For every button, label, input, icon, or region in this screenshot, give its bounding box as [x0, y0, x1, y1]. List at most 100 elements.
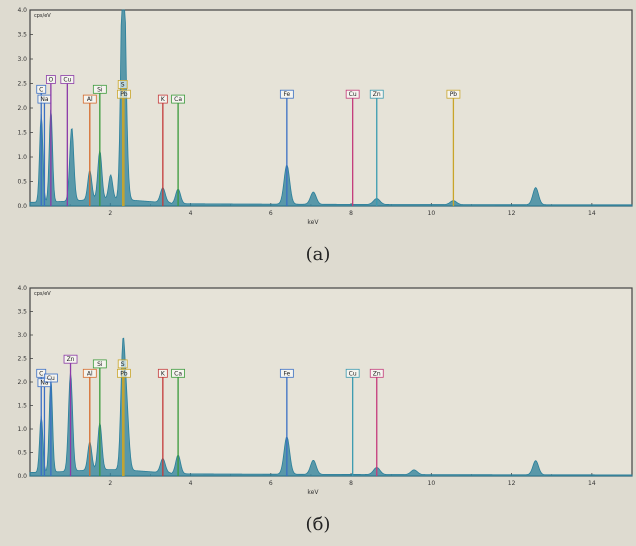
- chart-1-marker-label-group: Zn: [369, 368, 384, 378]
- chart-0-marker-label-box: [345, 89, 360, 99]
- spectrum-panel-a: cps/eV 0.0 0.5 1.0 1.5 2.0 2.5 3.0 3.5 4.0 2 4 6 8 10 1…: [0, 0, 636, 232]
- chart-1-marker-label: S: [121, 361, 125, 368]
- chart-0-y-tick-label: 2.5: [17, 81, 27, 88]
- chart-0-x-axis-label: keV: [307, 219, 319, 226]
- chart-1-marker-label: Zn: [67, 356, 75, 363]
- chart-1-plot-area: [29, 287, 633, 477]
- chart-1-marker-label-box: [157, 368, 168, 378]
- chart-0-marker-label-box: [60, 75, 75, 84]
- chart-0-marker-label-group: K: [157, 94, 168, 104]
- chart-1-marker-label-group: Zn: [63, 354, 78, 364]
- chart-0-y-tick-label: 0.0: [17, 203, 27, 210]
- chart-1-marker-label-box: [43, 373, 58, 383]
- chart-1-marker-label-group: C: [36, 368, 47, 378]
- chart-1-marker-label-box: [369, 368, 384, 378]
- chart-0-marker-label-group: Si: [92, 84, 107, 94]
- chart-0-marker-label-box: [446, 89, 461, 99]
- chart-0-marker-label-group: Pb: [117, 89, 131, 99]
- chart-1-y-tick-label: 2.5: [17, 356, 27, 363]
- chart-0-marker-label: Zn: [373, 91, 381, 98]
- chart-0-y-tick-label: 3.0: [17, 56, 27, 63]
- chart-1-marker-label-group: Cu: [345, 368, 360, 378]
- chart-0-marker-label-group: O: [45, 75, 56, 84]
- spectrum-panel-b: cps/eV 0.0 0.5 1.0 1.5 2.0 2.5 3.0 3.5 4.0 2 4 6 8 10 1…: [0, 278, 636, 502]
- chart-0-x-tick-label: 6: [269, 210, 273, 217]
- chart-0-marker-label: Ca: [174, 96, 182, 103]
- chart-0-x-tick-label: 14: [588, 210, 596, 217]
- chart-0-x-tick-label: 12: [508, 210, 516, 217]
- chart-1-marker-label-box: [345, 368, 360, 378]
- chart-0-x-tick-label: 4: [189, 210, 193, 217]
- chart-0-y-tick-label: 4.0: [17, 7, 27, 14]
- chart-1-marker-label: Cu: [349, 370, 357, 377]
- chart-1-marker-label: Na: [40, 380, 48, 387]
- chart-1-marker-label-group: Pb: [117, 368, 131, 378]
- chart-0-marker-label-group: Zn: [369, 89, 384, 99]
- chart-1-marker-label: Al: [87, 370, 93, 377]
- chart-0-marker-label: Pb: [450, 91, 458, 98]
- chart-1-y-tick-label: 3.0: [17, 332, 27, 339]
- chart-0-marker-label-group: Ca: [171, 94, 185, 104]
- chart-0-marker-label-group: S: [117, 80, 128, 89]
- chart-1-marker-label-group: Al: [82, 368, 97, 378]
- chart-0-marker-label: Cu: [349, 91, 357, 98]
- chart-0-marker-label-box: [157, 94, 168, 104]
- chart-1-x-tick-label: 4: [189, 480, 193, 487]
- chart-0-x-tick-label: 8: [349, 210, 353, 217]
- chart-1-marker-label: Zn: [373, 370, 381, 377]
- chart-0-marker-label-group: Al: [82, 94, 97, 104]
- chart-0-y-tick-label: 1.5: [17, 130, 27, 137]
- chart-1-x-tick-label: 2: [108, 480, 112, 487]
- chart-1-marker-label: Fe: [283, 370, 290, 377]
- chart-0-header-label: cps/eV: [34, 13, 51, 19]
- chart-1-x-axis-label: keV: [307, 489, 319, 496]
- chart-0-marker-label: K: [161, 96, 166, 103]
- spectrum-chart-a: cps/eV 0.0 0.5 1.0 1.5 2.0 2.5 3.0 3.5 4.0 2 4 6 8 10 1…: [17, 7, 633, 226]
- chart-0-y-tick-label: 2.0: [17, 105, 27, 112]
- chart-0-marker-label-group: C: [36, 84, 47, 94]
- chart-1-marker-label: Cu: [47, 375, 55, 382]
- chart-0-marker-label-box: [45, 75, 56, 84]
- chart-1-marker-label-group: Si: [92, 359, 107, 369]
- chart-0-marker-label: C: [39, 86, 43, 93]
- chart-1-y-tick-label: 0.0: [17, 473, 27, 480]
- chart-0-marker-label-box: [82, 94, 97, 104]
- chart-1-marker-label-group: S: [117, 359, 128, 369]
- chart-0-marker-label: S: [121, 81, 125, 88]
- chart-0-marker-label: O: [49, 77, 54, 84]
- chart-1-y-tick-label: 1.0: [17, 426, 27, 433]
- chart-1-marker-label-box: [36, 368, 47, 378]
- chart-0-marker-label-box: [279, 89, 294, 99]
- chart-1-marker-label-box: [117, 368, 131, 378]
- chart-1-x-tick-label: 14: [588, 480, 596, 487]
- chart-0-y-tick-label: 0.5: [17, 179, 27, 186]
- chart-0-marker-label-group: Fe: [279, 89, 294, 99]
- chart-0-marker-label-box: [36, 84, 47, 94]
- chart-0-marker-label: Cu: [63, 77, 71, 84]
- chart-1-marker-label-box: [63, 354, 78, 364]
- chart-0-y-tick-label: 1.0: [17, 154, 27, 161]
- chart-0-marker-label-box: [369, 89, 384, 99]
- caption-a: (а): [305, 244, 331, 265]
- chart-0-marker-label-box: [92, 84, 107, 94]
- chart-0-marker-label: Al: [87, 96, 93, 103]
- chart-1-marker-label: K: [161, 370, 166, 377]
- chart-1-marker-label: Pb: [120, 370, 128, 377]
- chart-1-marker-label-group: Ca: [171, 368, 185, 378]
- chart-1-marker-label-box: [117, 359, 128, 369]
- caption-b: (б): [305, 514, 331, 535]
- chart-1-marker-label-box: [82, 368, 97, 378]
- chart-1-y-tick-label: 4.0: [17, 285, 27, 292]
- chart-0-marker-label-group: Cu: [60, 75, 75, 84]
- chart-1-marker-label-group: Cu: [43, 373, 58, 383]
- chart-0-marker-label: Fe: [283, 91, 290, 98]
- chart-0-marker-label-group: Na: [37, 94, 52, 104]
- chart-1-y-tick-label: 1.5: [17, 403, 27, 410]
- chart-1-marker-label-group: K: [157, 368, 168, 378]
- chart-0-marker-label-box: [171, 94, 185, 104]
- chart-1-marker-label-box: [279, 368, 294, 378]
- chart-0-x-tick-label: 2: [108, 210, 112, 217]
- chart-1-marker-label-box: [92, 359, 107, 369]
- chart-0-marker-label: Pb: [120, 91, 128, 98]
- spectrum-chart-b: cps/eV 0.0 0.5 1.0 1.5 2.0 2.5 3.0 3.5 4.0 2 4 6 8 10 1…: [17, 285, 633, 496]
